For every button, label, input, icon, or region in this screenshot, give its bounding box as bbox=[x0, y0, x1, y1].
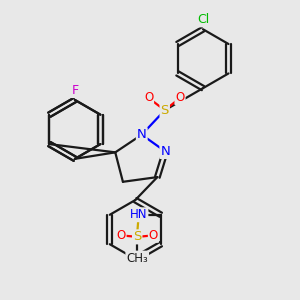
Text: O: O bbox=[149, 229, 158, 242]
Text: N: N bbox=[160, 145, 170, 158]
Text: O: O bbox=[116, 229, 126, 242]
Text: S: S bbox=[160, 104, 169, 117]
Text: Cl: Cl bbox=[197, 14, 209, 26]
Text: O: O bbox=[144, 92, 153, 104]
Text: N: N bbox=[137, 128, 147, 141]
Text: S: S bbox=[133, 230, 141, 243]
Text: HN: HN bbox=[130, 208, 147, 221]
Text: F: F bbox=[71, 84, 79, 97]
Text: CH₃: CH₃ bbox=[126, 252, 148, 265]
Text: O: O bbox=[176, 92, 185, 104]
